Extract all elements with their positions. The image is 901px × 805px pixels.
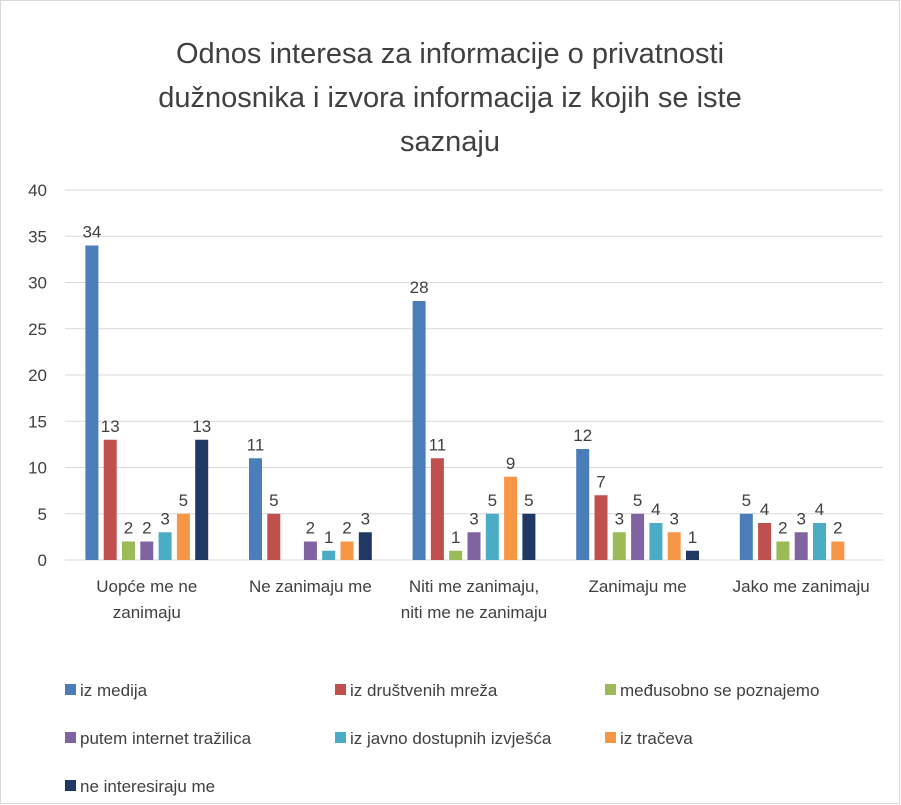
y-tick-label: 10 xyxy=(28,459,47,478)
data-label: 3 xyxy=(160,509,169,528)
legend-swatch xyxy=(65,780,76,791)
bar xyxy=(122,541,135,560)
legend-label: iz tračeva xyxy=(620,729,693,748)
data-label: 13 xyxy=(101,417,120,436)
data-label: 2 xyxy=(342,519,351,538)
chart-title: Odnos interesa za informacije o privatno… xyxy=(158,38,742,158)
data-label: 2 xyxy=(306,519,315,538)
data-label: 3 xyxy=(469,509,478,528)
y-tick-label: 25 xyxy=(28,320,47,339)
bar xyxy=(140,541,154,560)
bar xyxy=(758,523,772,560)
bar xyxy=(504,476,518,560)
data-label: 1 xyxy=(688,528,697,547)
bar xyxy=(594,495,608,560)
bar xyxy=(358,532,372,560)
legend-swatch xyxy=(605,684,616,695)
bar xyxy=(576,449,590,560)
bar xyxy=(794,532,808,560)
bar xyxy=(195,439,209,560)
bar xyxy=(485,513,499,560)
data-label: 7 xyxy=(596,472,605,491)
bar xyxy=(85,245,99,560)
data-label: 2 xyxy=(142,519,151,538)
bar xyxy=(303,541,317,560)
data-label: 2 xyxy=(833,519,842,538)
data-label: 5 xyxy=(179,491,188,510)
legend-label: putem internet tražilica xyxy=(80,729,252,748)
y-tick-label: 30 xyxy=(28,274,47,293)
bar xyxy=(103,439,117,560)
bar xyxy=(667,532,681,560)
data-label: 2 xyxy=(778,519,787,538)
data-label: 1 xyxy=(451,528,460,547)
bar xyxy=(686,550,699,560)
bar xyxy=(158,532,172,560)
legend-swatch xyxy=(335,732,346,743)
data-label: 1 xyxy=(324,528,333,547)
data-label: 3 xyxy=(361,509,370,528)
data-label: 3 xyxy=(615,509,624,528)
bar xyxy=(249,458,262,560)
legend-label: iz društvenih mreža xyxy=(350,681,498,700)
bar xyxy=(340,541,354,560)
bar xyxy=(449,550,463,560)
y-tick-label: 0 xyxy=(38,551,47,570)
bar xyxy=(176,513,190,560)
legend-label: ne interesiraju me xyxy=(80,777,215,796)
bar xyxy=(267,513,281,560)
y-tick-label: 40 xyxy=(28,181,47,200)
data-label: 9 xyxy=(506,454,515,473)
y-tick-label: 5 xyxy=(38,505,47,524)
data-label: 5 xyxy=(742,491,751,510)
legend-swatch xyxy=(335,684,346,695)
data-label: 5 xyxy=(269,491,278,510)
bar xyxy=(322,550,336,560)
data-label: 5 xyxy=(488,491,497,510)
bar xyxy=(739,513,753,560)
bar xyxy=(776,541,790,560)
y-tick-label: 20 xyxy=(28,366,47,385)
legend-swatch xyxy=(65,684,76,695)
legend-swatch xyxy=(65,732,76,743)
bar xyxy=(649,523,663,560)
y-tick-label: 35 xyxy=(28,227,47,246)
data-label: 11 xyxy=(429,435,447,454)
bar xyxy=(430,458,444,560)
data-label: 13 xyxy=(192,417,211,436)
legend-label: iz medija xyxy=(80,681,148,700)
x-tick-label: Ne zanimaju me xyxy=(248,577,372,596)
data-label: 4 xyxy=(760,500,769,519)
data-label: 2 xyxy=(124,519,133,538)
bar xyxy=(813,523,826,560)
data-label: 5 xyxy=(633,491,642,510)
data-label: 34 xyxy=(82,223,101,242)
x-tick-label: Uopće me ne zanimaju xyxy=(96,577,198,622)
x-tick-label: Jako me zanimaju xyxy=(732,577,870,596)
bar xyxy=(412,301,426,560)
data-label: 4 xyxy=(651,500,660,519)
legend-label: iz javno dostupnih izvješća xyxy=(350,729,552,748)
data-label: 12 xyxy=(573,426,592,445)
legend-swatch xyxy=(605,732,616,743)
data-label: 3 xyxy=(796,509,805,528)
data-label: 5 xyxy=(524,491,533,510)
bar xyxy=(522,513,536,560)
x-tick-label: Niti me zanimaju, niti me ne zanimaju xyxy=(400,577,548,622)
bar xyxy=(467,532,481,560)
x-tick-label: Zanimaju me xyxy=(588,577,687,596)
data-label: 4 xyxy=(815,500,824,519)
data-label: 11 xyxy=(247,435,265,454)
y-tick-label: 15 xyxy=(28,412,47,431)
data-label: 28 xyxy=(410,278,429,297)
bar xyxy=(612,532,626,560)
data-label: 3 xyxy=(669,509,678,528)
legend-label: međusobno se poznajemo xyxy=(620,681,819,700)
bar xyxy=(631,513,645,560)
bar xyxy=(831,541,845,560)
